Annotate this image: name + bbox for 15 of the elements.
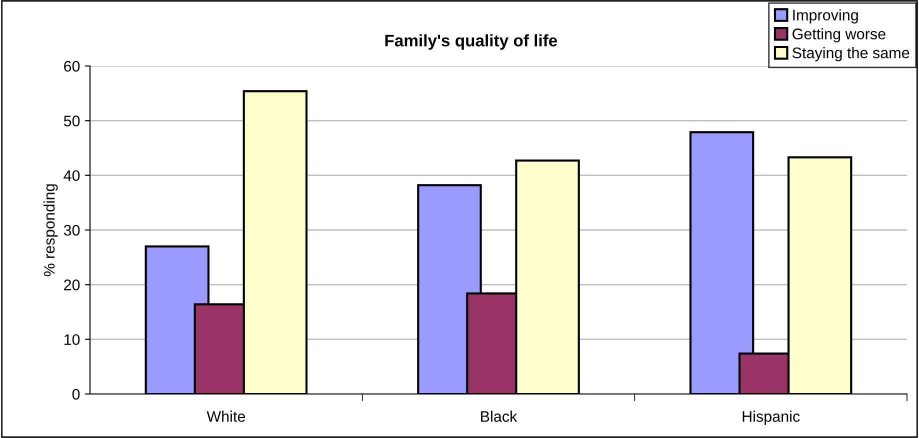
y-tick-label: 0 [72, 388, 80, 400]
y-tick-label: 40 [64, 170, 80, 182]
y-axis-title: % responding [43, 184, 58, 276]
y-tick-label: 30 [64, 224, 80, 236]
legend-label: Getting worse [792, 28, 886, 42]
y-tick-label: 50 [64, 116, 80, 126]
legend-label: Staying the same [792, 47, 910, 62]
x-tick-label: White [206, 410, 246, 422]
y-tick-label: 10 [64, 334, 80, 346]
y-tick-label: 60 [64, 60, 80, 72]
x-tick-label: Hispanic [742, 410, 800, 425]
y-tick-label: 20 [64, 280, 80, 290]
chart-title: Family's quality of life [385, 34, 558, 50]
x-tick-label: Black [481, 410, 518, 422]
legend-label: Improving [793, 9, 858, 24]
